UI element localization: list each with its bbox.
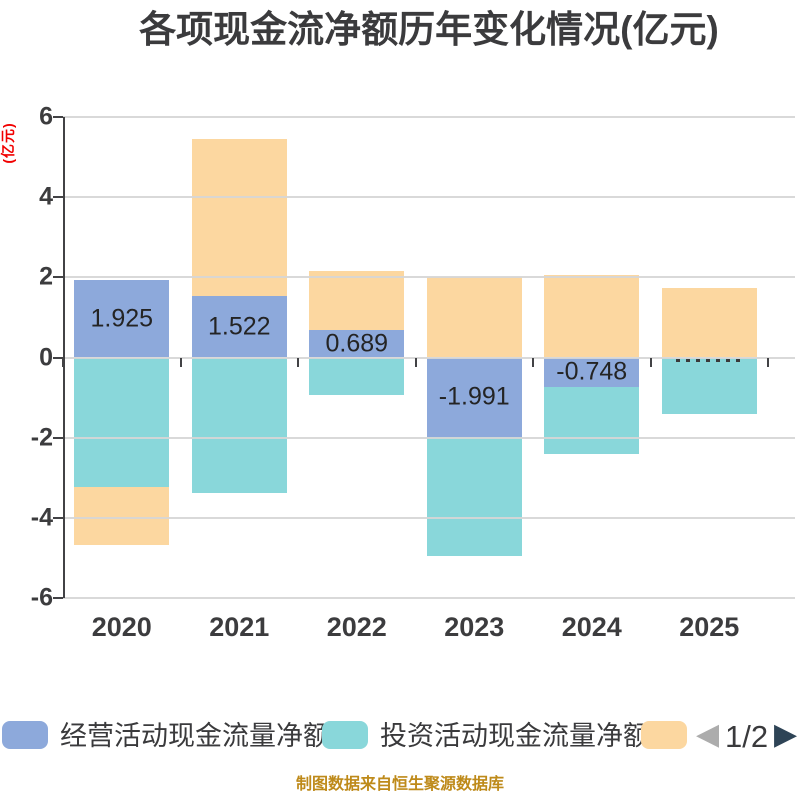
y-axis-tick [53, 436, 63, 439]
bar-investing-2025[interactable] [661, 357, 757, 414]
y-axis-tick [53, 356, 63, 359]
clipped-data-label-2025 [676, 358, 743, 362]
bar-investing-2021[interactable] [191, 357, 287, 493]
gridline-0 [63, 356, 795, 359]
gridline-4 [63, 196, 795, 199]
bar-series-3-2023[interactable] [426, 277, 522, 358]
x-axis-tick [767, 357, 769, 367]
gridline--4 [63, 516, 795, 519]
x-axis-tick [297, 357, 299, 367]
bar-operating-2021[interactable] [191, 296, 287, 358]
bar-series-3-2024[interactable] [544, 275, 640, 358]
chart-title: 各项现金流净额历年变化情况(亿元) [139, 9, 719, 50]
y-axis-line [63, 117, 65, 598]
gridline--2 [63, 436, 795, 439]
plot-area: 1.925 1.522 0.689 -1.991 -0.748 [53, 116, 795, 599]
x-axis-label-2022: 2022 [326, 612, 387, 642]
data-label-2024: -0.748 [556, 357, 628, 386]
legend-next-page-icon[interactable]: ▶ [774, 718, 798, 751]
legend-prev-page-icon[interactable]: ◀ [696, 718, 720, 751]
legend-swatch-3[interactable] [641, 721, 687, 749]
data-label-2020: 1.925 [90, 304, 154, 333]
x-axis-label-2021: 2021 [209, 612, 270, 642]
gridline--6 [63, 596, 795, 599]
x-axis-label-2023: 2023 [444, 612, 505, 642]
gridline-6 [63, 116, 795, 119]
y-axis-tick-label: 4 [39, 182, 53, 211]
y-axis-tick-label: -4 [30, 503, 53, 532]
y-axis-tick [53, 516, 63, 519]
bar-investing-2020[interactable] [74, 357, 170, 487]
legend-item-label-2[interactable]: 投资活动现金流量净额 [380, 721, 650, 751]
bar-operating-2022[interactable] [309, 329, 405, 358]
legend-page-indicator: 1/2 [725, 719, 769, 754]
data-label-2021: 1.522 [207, 312, 271, 341]
legend-swatch-1[interactable] [2, 721, 48, 749]
bar-investing-2023[interactable] [426, 437, 522, 556]
x-axis-tick [62, 357, 64, 367]
y-axis-tick-label: 2 [39, 262, 53, 291]
x-axis-tick [179, 357, 182, 367]
bar-investing-2022[interactable] [309, 357, 405, 395]
y-axis-tick-label: -2 [30, 423, 53, 452]
x-axis-tick [414, 357, 417, 367]
bar-series-3-2020[interactable] [74, 486, 170, 546]
data-label-2023: -1.991 [438, 382, 510, 411]
data-label-2022: 0.689 [325, 329, 389, 358]
legend-item-label-1[interactable]: 经营活动现金流量净额 [60, 721, 330, 751]
y-axis-tick-label: 6 [39, 102, 53, 131]
gridline-2 [63, 276, 795, 279]
x-axis-label-2024: 2024 [561, 612, 622, 642]
bar-series-3-2021[interactable] [191, 138, 287, 297]
bar-series-3-2022[interactable] [309, 270, 405, 330]
bar-series-3-2025[interactable] [661, 288, 757, 358]
y-axis-tick [53, 116, 63, 119]
x-axis-tick [649, 357, 652, 367]
legend-swatch-2[interactable] [322, 721, 368, 749]
y-axis-tick [53, 276, 63, 279]
bar-operating-2023[interactable] [426, 357, 522, 438]
bar-operating-2020[interactable] [74, 280, 170, 358]
x-axis-tick [532, 357, 534, 367]
bar-investing-2024[interactable] [544, 387, 640, 454]
source-note: 制图数据来自恒生聚源数据库 [295, 776, 504, 793]
y-axis-tick-label: 0 [39, 343, 53, 371]
y-axis-tick [53, 596, 63, 599]
x-axis-label-2025: 2025 [679, 612, 740, 642]
bar-operating-2024[interactable] [544, 357, 640, 388]
y-axis-tick-label: -6 [30, 583, 53, 612]
x-axis-label-2020: 2020 [91, 612, 152, 642]
y-axis-tick [53, 196, 63, 199]
